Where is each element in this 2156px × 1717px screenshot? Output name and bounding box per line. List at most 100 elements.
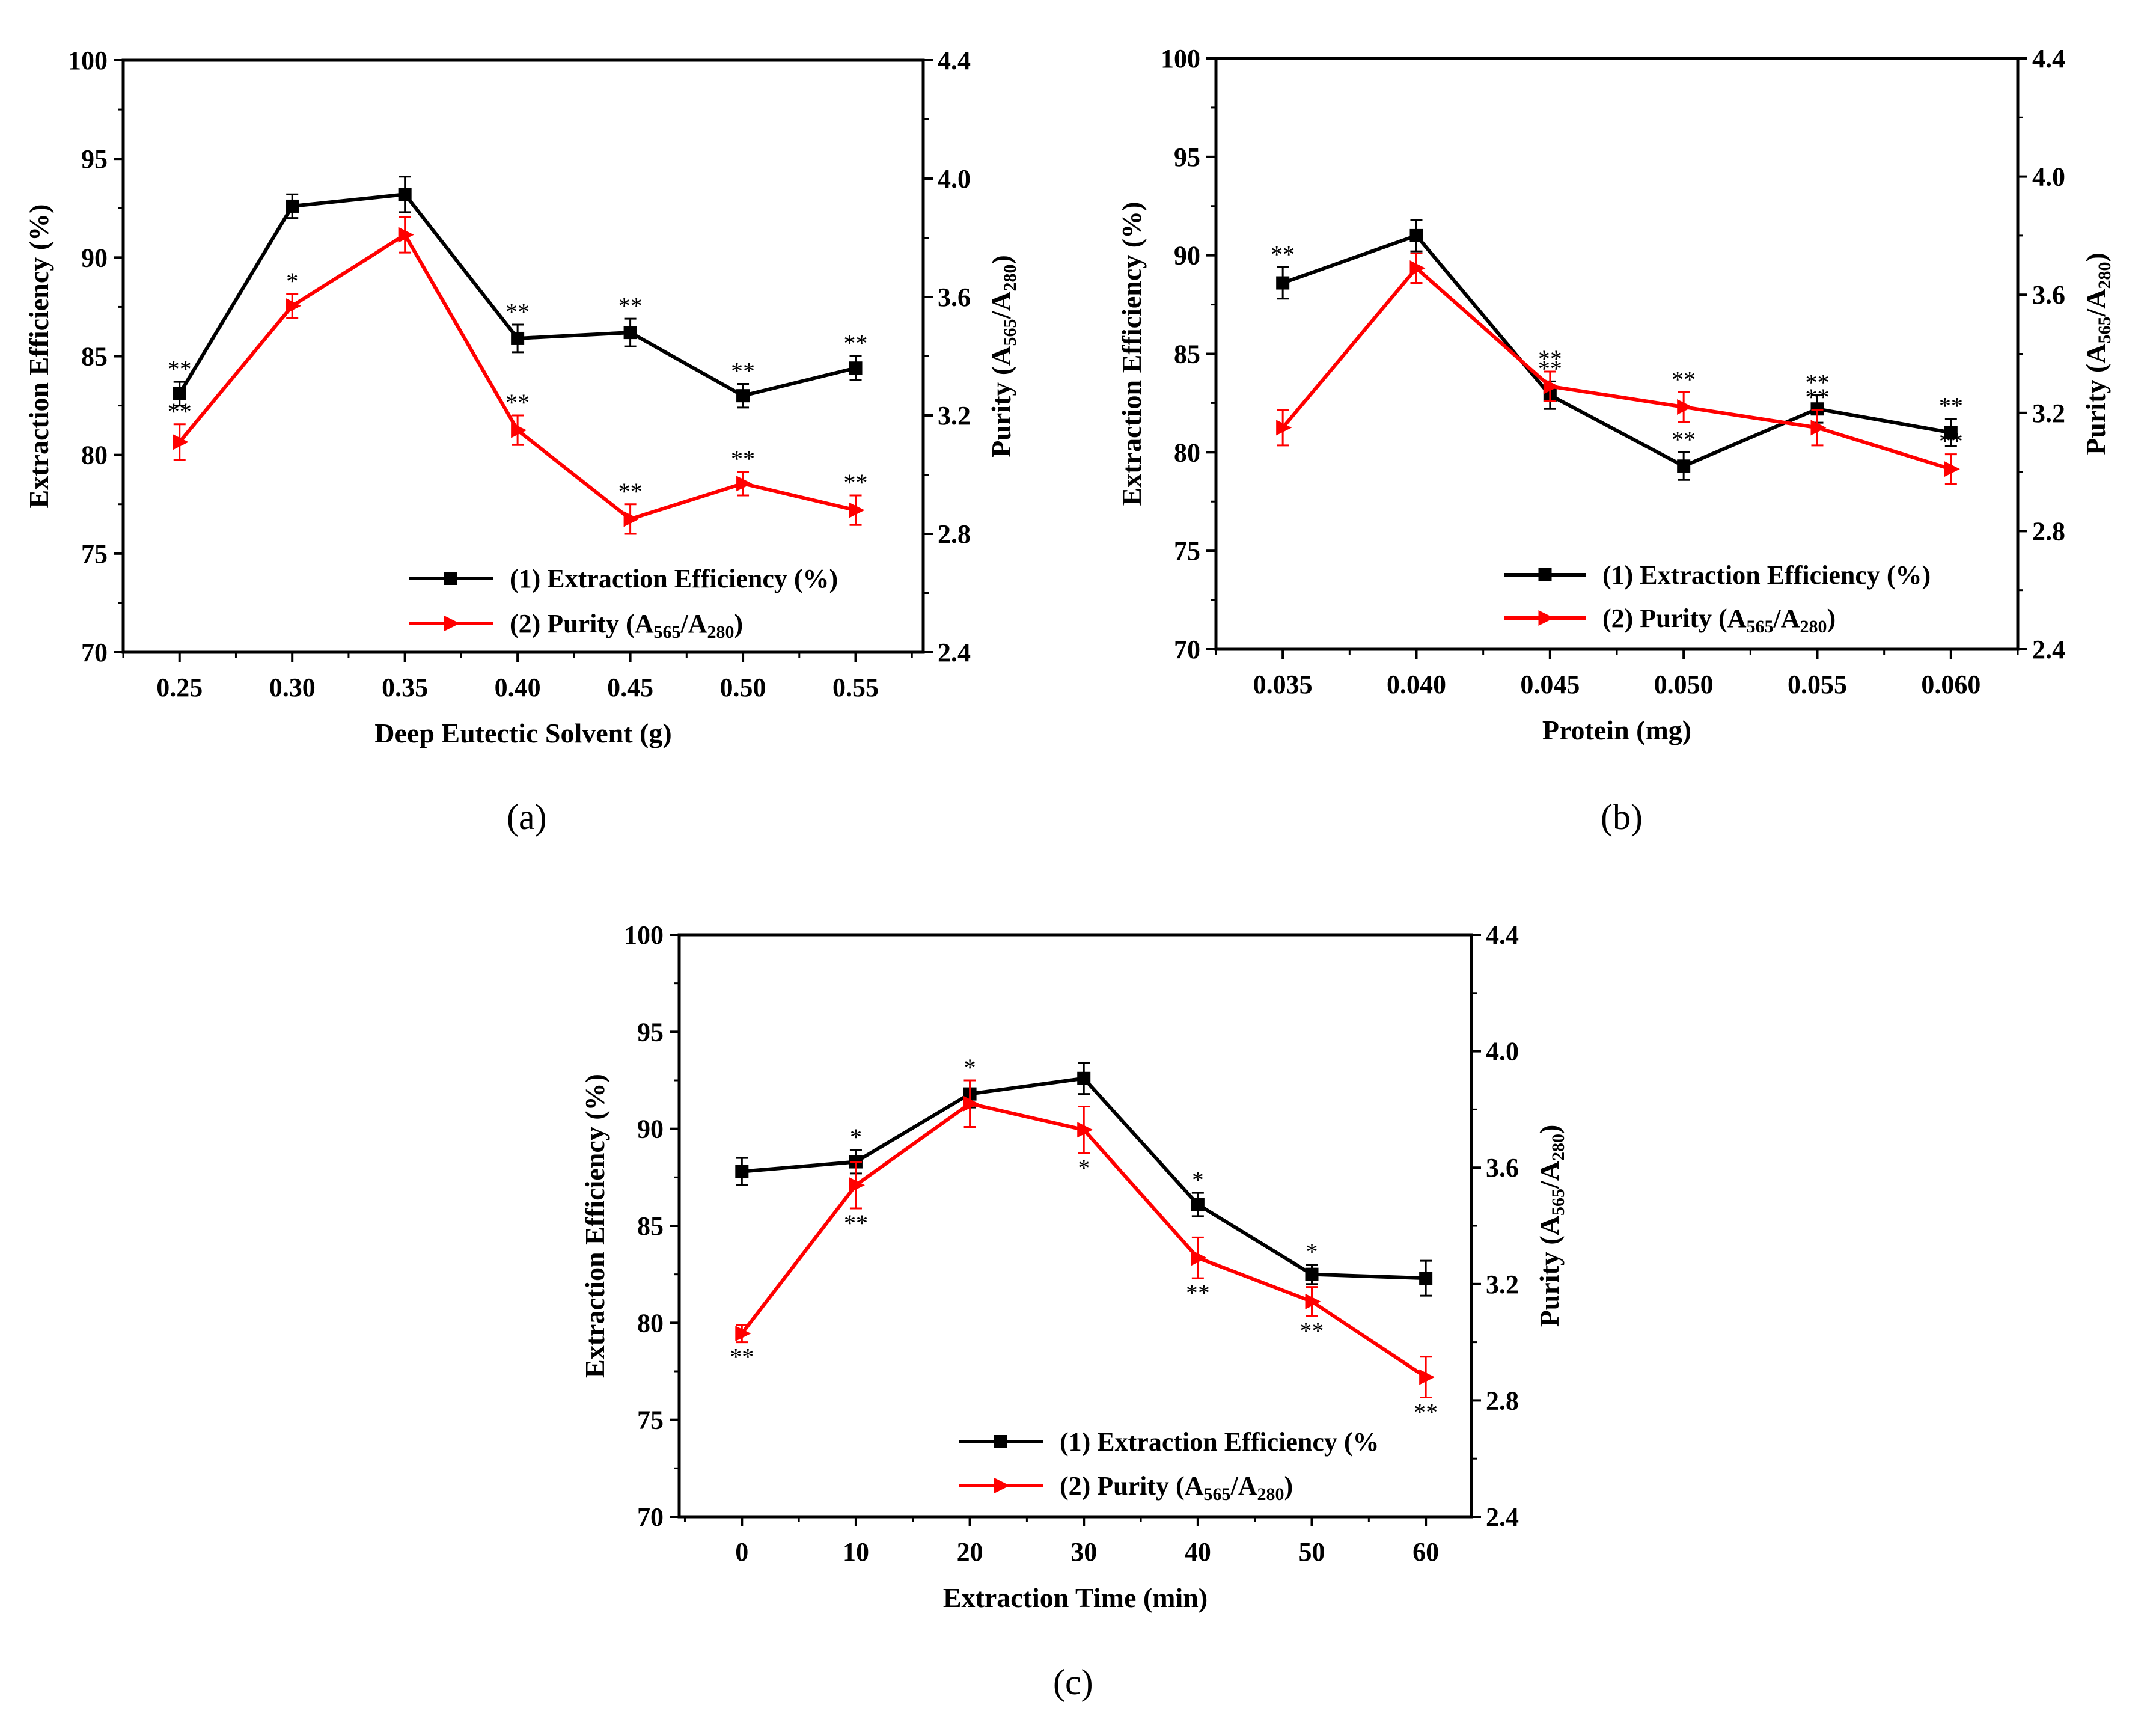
legend-efficiency-label: (1) Extraction Efficiency (%: [1060, 1427, 1379, 1457]
purity-point: [736, 476, 753, 492]
legend-purity-label-part: /A: [680, 609, 707, 638]
legend-purity-label: (2) Purity (A565/A280): [1060, 1471, 1293, 1504]
significance-mark: *: [1078, 1154, 1090, 1181]
significance-mark: **: [731, 445, 755, 473]
purity-point: [1305, 1293, 1321, 1309]
efficiency-point: [398, 188, 412, 201]
purity-point: [1276, 420, 1292, 436]
significance-mark: **: [1300, 1317, 1324, 1344]
efficiency-point: [1409, 228, 1423, 242]
y2-axis-title-part: ): [2080, 252, 2111, 262]
purity-point: [735, 1326, 751, 1342]
y2-axis-title-part: 565: [1000, 319, 1020, 346]
y-axis-title: Extraction Efficiency (%): [23, 204, 54, 509]
y2-axis-title-part: ): [986, 255, 1016, 264]
y-tick-label: 75: [81, 539, 108, 569]
legend-purity-label-part: /A: [1773, 604, 1800, 633]
purity-point: [1810, 420, 1827, 436]
significance-mark: **: [1672, 426, 1696, 453]
legend-efficiency-label: (1) Extraction Efficiency (%): [510, 564, 838, 593]
x-tick-label: 50: [1299, 1537, 1325, 1567]
legend-purity-label: (2) Purity (A565/A280): [1602, 604, 1836, 637]
significance-mark: **: [168, 355, 192, 382]
significance-mark: **: [1672, 366, 1696, 393]
x-tick-label: 0.055: [1788, 670, 1847, 699]
purity-series-line: [1281, 266, 1952, 471]
y-tick-label: 70: [637, 1502, 664, 1532]
x-tick-label: 40: [1185, 1537, 1211, 1567]
purity-point: [1409, 260, 1426, 276]
purity-point: [1419, 1369, 1435, 1385]
legend-purity-label-part: 280: [1800, 617, 1827, 637]
significance-mark: *: [964, 1054, 976, 1081]
y2-axis-title-part: /A: [2080, 289, 2111, 317]
legend-purity-label-part: 280: [707, 622, 734, 642]
legend-purity-label-part: (2) Purity (A: [1602, 604, 1747, 633]
significance-mark: **: [1806, 369, 1830, 396]
y2-axis-title-part: Purity (A: [2080, 344, 2111, 455]
y-tick-label: 70: [81, 638, 108, 667]
legend-purity-label: (2) Purity (A565/A280): [510, 609, 743, 642]
y-tick-label: 85: [637, 1211, 664, 1241]
y2-tick-label: 2.4: [938, 638, 971, 667]
y-axis-title: Extraction Efficiency (%): [579, 1074, 610, 1378]
y-tick-label: 95: [1174, 142, 1200, 172]
purity-point: [1677, 399, 1693, 415]
significance-mark: **: [844, 1210, 868, 1237]
legend-purity-marker: [444, 616, 460, 631]
efficiency-point: [1305, 1267, 1319, 1281]
x-axis-title: Protein (mg): [1542, 715, 1691, 745]
legend-purity-label-part: 565: [1747, 617, 1774, 637]
y2-tick-label: 4.4: [1486, 920, 1519, 950]
x-tick-label: 0.50: [720, 673, 766, 702]
x-tick-label: 0: [735, 1537, 748, 1567]
y-axis-title: Extraction Efficiency (%): [1116, 202, 1147, 506]
efficiency-point: [511, 331, 525, 345]
x-tick-label: 20: [957, 1537, 983, 1567]
y2-axis-title-part: 280: [2095, 262, 2115, 289]
y2-tick-label: 4.0: [938, 164, 971, 194]
chart-panel-b: 70 75 80 85 90 95 100 2.4 2.8 3.2 3.6 4.0 4.4 0.035 0.…: [1116, 44, 2115, 745]
y-tick-label: 90: [81, 243, 108, 272]
purity-point: [286, 298, 302, 314]
legend-purity-label-part: 565: [1204, 1484, 1231, 1504]
y2-tick-label: 2.8: [2032, 516, 2065, 546]
y-tick-label: 75: [1174, 536, 1200, 566]
significance-mark: **: [1538, 345, 1562, 372]
x-tick-label: 60: [1412, 1537, 1439, 1567]
y2-tick-label: 3.2: [2032, 399, 2065, 428]
purity-point: [173, 434, 189, 450]
x-tick-label: 0.050: [1654, 670, 1714, 699]
x-axis-title: Deep Eutectic Solvent (g): [374, 718, 671, 748]
legend-purity-label-part: ): [734, 609, 744, 638]
x-tick-label: 0.30: [269, 673, 316, 702]
significance-mark: *: [1306, 1238, 1318, 1266]
significance-mark: *: [1192, 1166, 1204, 1193]
efficiency-series-line: [1282, 233, 1952, 468]
significance-mark: **: [1939, 428, 1963, 455]
legend-purity-label-part: ): [1284, 1471, 1293, 1501]
efficiency-point: [849, 361, 863, 375]
y-tick-label: 95: [637, 1017, 664, 1047]
purity-point: [1077, 1122, 1093, 1138]
y2-axis-title-part: 280: [1548, 1134, 1568, 1161]
significance-mark: **: [844, 330, 868, 357]
legend-purity-label-part: /A: [1230, 1471, 1257, 1501]
legend-purity-label-part: 565: [654, 622, 681, 642]
y2-tick-label: 3.2: [1486, 1270, 1519, 1299]
y2-tick-label: 4.0: [2032, 162, 2065, 192]
y2-axis-title-part: 280: [1000, 265, 1020, 292]
y2-tick-label: 4.0: [1486, 1037, 1519, 1067]
purity-point: [1543, 378, 1559, 394]
x-tick-label: 0.25: [156, 673, 203, 702]
legend-purity-marker: [994, 1478, 1010, 1493]
purity-point: [963, 1095, 979, 1112]
purity-point: [849, 502, 865, 518]
x-tick-label: 0.45: [607, 673, 653, 702]
chart-panel-a: 70 75 80 85 90 95 100 2.4 2.8 3.2 3.6 4.0 4.4 0.25 0.3…: [23, 46, 1020, 748]
significance-mark: **: [844, 469, 868, 496]
x-tick-label: 0.060: [1921, 670, 1980, 699]
legend-efficiency-marker: [994, 1435, 1007, 1448]
efficiency-point: [173, 387, 186, 400]
y-tick-label: 85: [1174, 340, 1200, 369]
